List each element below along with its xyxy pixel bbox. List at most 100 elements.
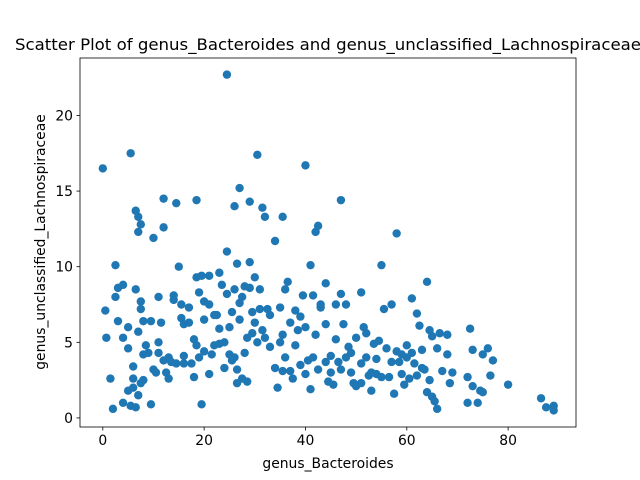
y-tick-label: 0 <box>64 411 73 427</box>
point <box>270 236 280 246</box>
point <box>149 233 158 243</box>
point <box>321 319 330 329</box>
point <box>136 220 145 229</box>
point <box>278 366 287 376</box>
point <box>237 292 247 302</box>
point <box>410 359 419 368</box>
point <box>128 374 138 383</box>
point <box>260 333 270 342</box>
point <box>468 381 477 391</box>
point <box>215 268 224 277</box>
point <box>313 221 323 231</box>
point <box>194 288 204 297</box>
point <box>392 229 401 238</box>
point <box>432 404 442 414</box>
point <box>384 372 394 382</box>
point <box>377 260 386 270</box>
x-axis-label: genus_Bacteroides <box>262 456 393 472</box>
point <box>288 374 297 383</box>
point <box>101 306 110 315</box>
point <box>280 353 290 362</box>
point <box>278 212 287 221</box>
point <box>248 307 257 317</box>
point <box>293 326 303 335</box>
plot-frame <box>79 57 577 428</box>
point <box>278 330 287 339</box>
point <box>356 288 366 297</box>
point <box>245 283 254 293</box>
point <box>235 315 244 324</box>
point <box>123 322 133 332</box>
point <box>372 354 381 364</box>
point <box>126 149 135 158</box>
point <box>248 329 257 338</box>
point <box>111 260 120 270</box>
point <box>184 303 194 312</box>
point <box>362 329 371 338</box>
point <box>230 285 239 294</box>
point <box>240 348 249 358</box>
point <box>136 304 145 314</box>
point <box>468 345 477 355</box>
point <box>435 329 444 338</box>
point <box>438 366 447 376</box>
point <box>212 310 221 320</box>
point <box>159 223 168 232</box>
point <box>275 338 285 347</box>
point <box>192 195 201 205</box>
point <box>432 344 442 353</box>
point <box>374 336 384 345</box>
point <box>397 369 406 379</box>
point <box>339 319 348 329</box>
point <box>341 300 351 309</box>
point <box>154 292 163 302</box>
point <box>98 164 107 173</box>
x-tick-label: 40 <box>297 433 315 449</box>
point <box>321 357 330 367</box>
point <box>291 341 300 350</box>
point <box>192 341 201 350</box>
point <box>387 300 396 309</box>
y-tick-label: 20 <box>55 108 73 124</box>
point <box>235 183 244 193</box>
point <box>174 262 183 271</box>
point <box>146 316 156 326</box>
y-tick-label: 15 <box>55 184 73 200</box>
point <box>134 227 143 237</box>
point <box>141 341 151 350</box>
point <box>308 291 318 300</box>
point <box>415 321 424 330</box>
point <box>280 285 290 294</box>
point <box>245 197 254 206</box>
point <box>131 403 140 412</box>
y-axis-label: genus_unclassified_Lachnospiraceae <box>33 114 49 370</box>
point <box>253 338 262 347</box>
point <box>308 353 318 362</box>
x-tick-label: 80 <box>499 433 517 449</box>
point <box>108 404 118 414</box>
point <box>473 398 482 408</box>
point <box>199 347 209 356</box>
point <box>255 285 265 294</box>
point <box>123 344 133 353</box>
point <box>306 260 315 270</box>
point <box>286 366 295 376</box>
x-tick-label: 20 <box>195 433 213 449</box>
point <box>134 212 143 221</box>
y-tick-label: 10 <box>55 260 73 276</box>
point <box>106 374 115 383</box>
point <box>128 383 138 392</box>
point <box>412 309 422 318</box>
point <box>232 259 242 268</box>
point <box>207 350 216 359</box>
point <box>356 359 366 368</box>
point <box>179 359 189 368</box>
point <box>336 195 346 205</box>
point <box>321 279 330 288</box>
point <box>146 400 156 409</box>
y-tick-label: 5 <box>64 335 73 351</box>
point <box>443 350 452 359</box>
point <box>313 365 323 374</box>
x-tick-label: 0 <box>98 433 107 449</box>
point <box>245 257 254 267</box>
